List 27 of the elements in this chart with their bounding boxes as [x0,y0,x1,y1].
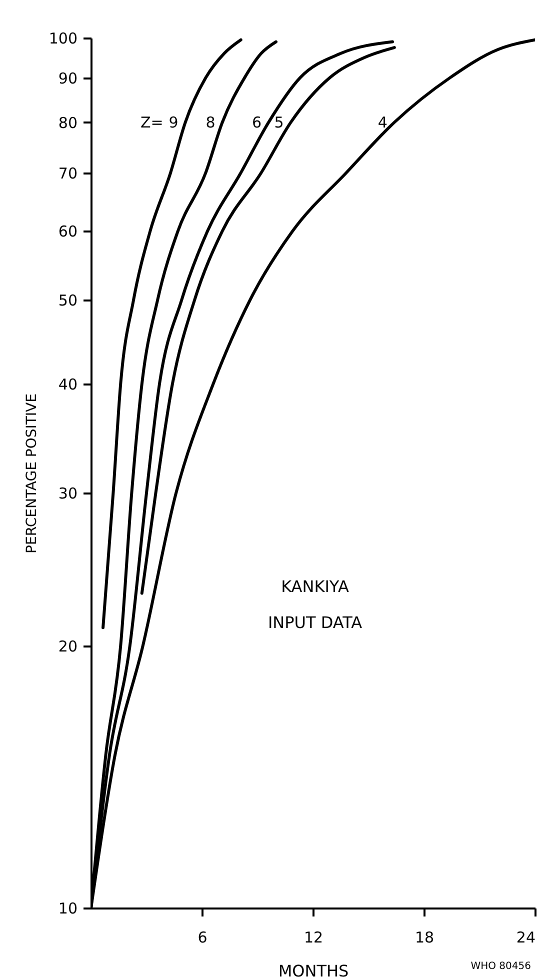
series-label: 9 [168,113,178,132]
y-tick-label: 10 [58,900,78,918]
x-axis-title: MONTHS [278,962,349,977]
y-tick-label: 90 [58,69,78,88]
y-tick-label: 50 [58,291,78,310]
y-tick-label: 30 [58,484,78,502]
series-label: 6 [252,113,262,132]
annotation: INPUT DATA [268,613,362,632]
annotation: Z= [140,113,164,132]
text: WHO 80456 [470,961,531,972]
series-label: 4 [378,113,388,132]
x-tick-label: 6 [198,928,208,946]
line-series [140,46,396,595]
x-tick-label: 18 [414,928,434,946]
annotation: KANKIYA [281,577,349,596]
y-tick-label: 60 [58,222,78,241]
x-tick-label: 24 [516,928,536,946]
x-tick-label: 12 [304,928,324,946]
line-series [102,38,242,630]
y-tick-label: 40 [58,376,78,394]
y-tick-label: 70 [58,164,78,182]
y-tick-label: 100 [48,30,78,48]
y-tick-label: 80 [58,114,78,132]
series-label: 8 [206,113,216,132]
y-tick-label: 20 [58,638,78,656]
series-label: 5 [274,113,284,132]
y-axis-title: PERCENTAGE POSITIVE [24,394,40,554]
